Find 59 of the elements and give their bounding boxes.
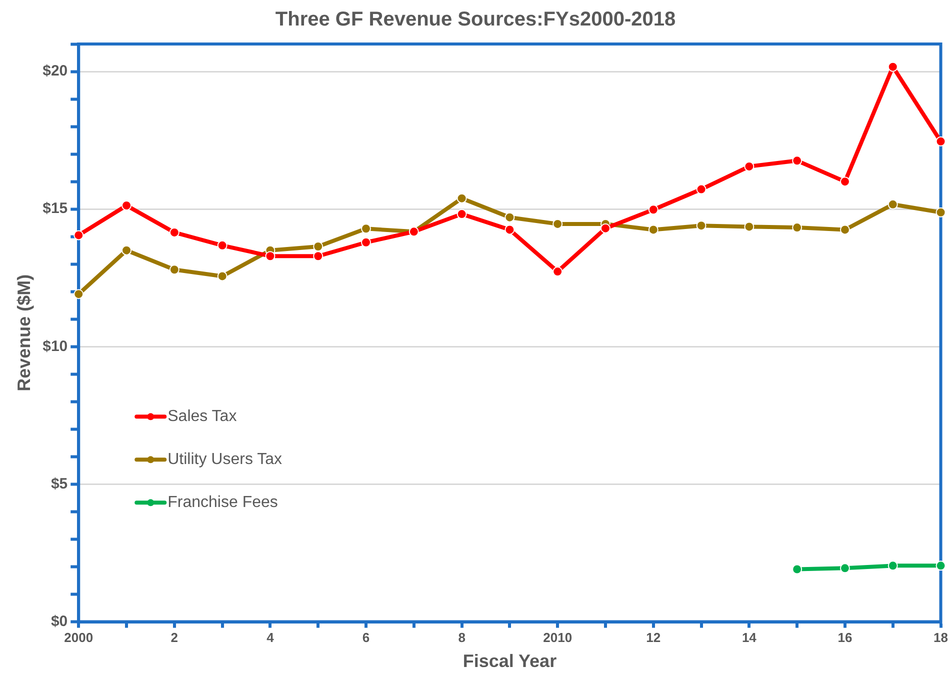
point [265, 251, 276, 262]
x-tick-label: 16 [838, 630, 852, 646]
x-tick-label: 2 [170, 630, 178, 646]
point [361, 224, 372, 234]
point [122, 245, 132, 256]
point [888, 199, 898, 210]
point [648, 224, 658, 235]
x-tick-label: 6 [362, 630, 370, 646]
point [792, 222, 802, 233]
point [696, 184, 706, 194]
y-tick-label: $0 [50, 612, 68, 630]
x-tick-label: 2000 [64, 630, 94, 646]
point [792, 156, 802, 166]
chart-title: Three GF Revenue Sources:FYs2000-2018 [275, 8, 676, 31]
x-tick-label: 4 [266, 630, 275, 646]
point [936, 207, 946, 218]
point [313, 251, 324, 262]
y-tick-label: $20 [42, 62, 68, 80]
point [361, 237, 372, 248]
y-axis-title: Revenue ($M) [14, 274, 34, 392]
point [600, 223, 610, 234]
point [74, 230, 84, 240]
y-tick-label: $5 [50, 475, 68, 492]
point [840, 563, 850, 574]
x-tick-label: 14 [742, 630, 758, 646]
point [456, 209, 467, 220]
point [696, 220, 706, 231]
point [936, 136, 946, 146]
point [456, 193, 467, 204]
point [888, 62, 898, 72]
point [504, 212, 515, 222]
y-tick-label: $10 [42, 338, 68, 355]
point [122, 200, 132, 211]
x-tick-label: 2010 [543, 630, 572, 646]
point [840, 176, 850, 187]
x-tick-label: 12 [646, 630, 661, 646]
y-tick-label: $15 [42, 200, 68, 218]
point [169, 227, 180, 238]
point [217, 240, 228, 250]
point [169, 264, 180, 275]
x-axis-title: Fiscal Year [462, 651, 557, 672]
point [504, 224, 515, 235]
x-tick-label: 18 [934, 630, 948, 646]
point [313, 242, 324, 252]
point [552, 218, 563, 229]
point [217, 271, 228, 282]
point [552, 266, 563, 277]
point [936, 560, 946, 571]
legend-label: Utility Users Tax [168, 451, 282, 468]
point [744, 222, 754, 232]
point [840, 224, 850, 235]
point [792, 564, 802, 574]
legend-label: Sales Tax [168, 408, 237, 426]
legend-label: Franchise Fees [168, 494, 278, 512]
point [744, 161, 754, 172]
point [74, 289, 84, 300]
point [888, 560, 898, 571]
point [648, 204, 658, 215]
x-tick-label: 8 [458, 630, 466, 646]
